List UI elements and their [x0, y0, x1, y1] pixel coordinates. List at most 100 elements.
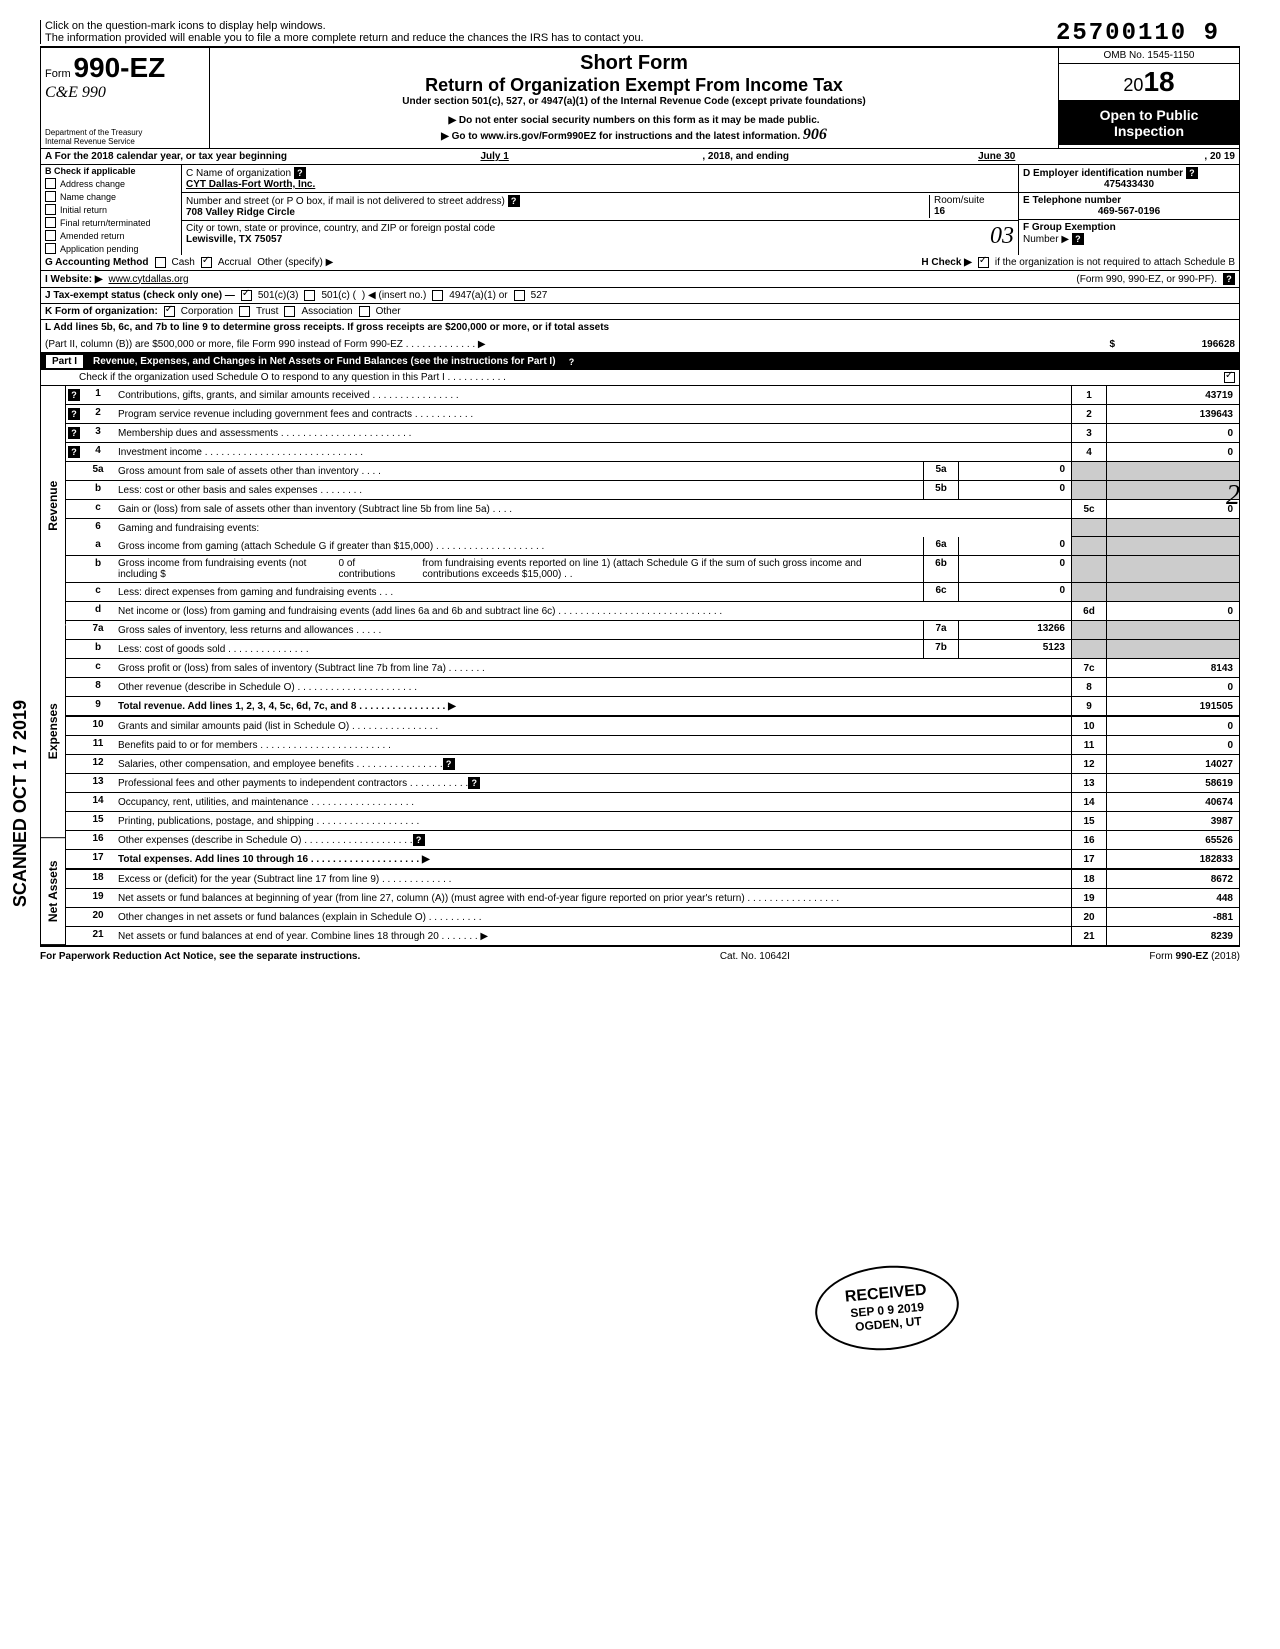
footer-left: For Paperwork Reduction Act Notice, see …: [40, 951, 360, 962]
checkbox-assoc[interactable]: [284, 306, 295, 317]
val-1: 43719: [1106, 386, 1239, 404]
line-g-h: G Accounting Method Cash Accrual Other (…: [40, 255, 1240, 271]
val-5b: 0: [959, 481, 1071, 499]
period-end: June 30: [789, 151, 1204, 162]
b-name-change: Name change: [41, 190, 181, 203]
line-20: 20Other changes in net assets or fund ba…: [66, 908, 1239, 927]
help-icon[interactable]: ?: [413, 834, 425, 846]
checkbox-501c[interactable]: [304, 290, 315, 301]
val-7c: 8143: [1106, 659, 1239, 677]
side-revenue: Revenue: [41, 386, 66, 625]
side-netassets: Net Assets: [41, 838, 66, 945]
section-bcd: B Check if applicable Address change Nam…: [40, 165, 1240, 255]
checkbox-527[interactable]: [514, 290, 525, 301]
val-9: 191505: [1106, 697, 1239, 715]
help-icon[interactable]: ?: [468, 777, 480, 789]
checkbox-icon[interactable]: [45, 243, 56, 254]
help-icon[interactable]: ?: [68, 446, 80, 458]
b-header: B Check if applicable: [41, 165, 181, 177]
line-18: 18Excess or (deficit) for the year (Subt…: [66, 870, 1239, 889]
line-9: 9Total revenue. Add lines 1, 2, 3, 4, 5c…: [66, 697, 1239, 717]
help-icon[interactable]: ?: [1223, 273, 1235, 285]
help-icon[interactable]: ?: [1186, 167, 1198, 179]
checkbox-4947[interactable]: [432, 290, 443, 301]
part1-header: Part I Revenue, Expenses, and Changes in…: [40, 353, 1240, 370]
omb-number: OMB No. 1545-1150: [1059, 48, 1239, 64]
line-16: 16Other expenses (describe in Schedule O…: [66, 831, 1239, 850]
val-17: 182833: [1106, 850, 1239, 868]
title-ssn: ▶ Do not enter social security numbers o…: [214, 115, 1054, 126]
col-def: D Employer identification number ? 47543…: [1019, 165, 1239, 255]
d-ein: D Employer identification number ? 47543…: [1019, 165, 1239, 193]
help-icon[interactable]: ?: [566, 356, 578, 368]
val-19: 448: [1106, 889, 1239, 907]
b-amended: Amended return: [41, 229, 181, 242]
checkbox-trust[interactable]: [239, 306, 250, 317]
c-city-row: City or town, state or province, country…: [182, 221, 1018, 252]
title-goto: ▶ Go to www.irs.gov/Form990EZ for instru…: [214, 126, 1054, 144]
line-6: 6Gaming and fundraising events:: [66, 519, 1239, 537]
line-14: 14Occupancy, rent, utilities, and mainte…: [66, 793, 1239, 812]
checkbox-icon[interactable]: [45, 178, 56, 189]
b-address-change: Address change: [41, 177, 181, 190]
checkbox-icon[interactable]: [45, 230, 56, 241]
help-icon[interactable]: ?: [68, 408, 80, 420]
val-6d: 0: [1106, 602, 1239, 620]
col-b: B Check if applicable Address change Nam…: [41, 165, 182, 255]
part1-check: Check if the organization used Schedule …: [40, 370, 1240, 386]
f-group: F Group Exemption Number ▶ ?: [1019, 220, 1239, 247]
checkbox-accrual[interactable]: [201, 257, 212, 268]
col-c: C Name of organization ? CYT Dallas-Fort…: [182, 165, 1019, 255]
checkbox-icon[interactable]: [45, 217, 56, 228]
help-icon[interactable]: ?: [68, 427, 80, 439]
b-final: Final return/terminated: [41, 216, 181, 229]
right-box: OMB No. 1545-1150 20201818 Open to Publi…: [1059, 48, 1239, 148]
form-header: Form 990-EZ C&E 990 Department of the Tr…: [40, 46, 1240, 149]
e-phone: E Telephone number 469-567-0196: [1019, 193, 1239, 220]
row-a: A For the 2018 calendar year, or tax yea…: [40, 149, 1240, 165]
checkbox-corp[interactable]: [164, 306, 175, 317]
title-under: Under section 501(c), 527, or 4947(a)(1)…: [214, 96, 1054, 107]
street: 708 Valley Ridge Circle: [186, 207, 295, 218]
line-8: 8Other revenue (describe in Schedule O) …: [66, 678, 1239, 697]
checkbox-schedule-o[interactable]: [1224, 372, 1235, 383]
checkbox-501c3[interactable]: [241, 290, 252, 301]
line-10: 10Grants and similar amounts paid (list …: [66, 717, 1239, 736]
c-name-row: C Name of organization ? CYT Dallas-Fort…: [182, 165, 1018, 193]
help-icon[interactable]: ?: [1072, 233, 1084, 245]
val-7b: 5123: [959, 640, 1071, 658]
checkbox-h[interactable]: [978, 257, 989, 268]
period-begin: July 1: [287, 151, 702, 162]
form-prefix: Form: [45, 68, 71, 80]
line-6b: b Gross income from fundraising events (…: [66, 556, 1239, 583]
b-pending: Application pending: [41, 242, 181, 255]
help-icon[interactable]: ?: [68, 389, 80, 401]
dln-number: 25700110 9: [1056, 20, 1220, 47]
help-icon[interactable]: ?: [508, 195, 520, 207]
val-2: 139643: [1106, 405, 1239, 423]
val-6c: 0: [959, 583, 1071, 601]
help-icon[interactable]: ?: [294, 167, 306, 179]
dept-treasury: Department of the Treasury Internal Reve…: [45, 128, 142, 146]
line-i: I Website: ▶ www.cytdallas.org (Form 990…: [40, 271, 1240, 288]
val-7a: 13266: [959, 621, 1071, 639]
line-2: ? 2Program service revenue including gov…: [66, 405, 1239, 424]
footer-mid: Cat. No. 10642I: [720, 951, 790, 962]
line-l: L Add lines 5b, 6c, and 7b to line 9 to …: [40, 320, 1240, 353]
line-7a: 7aGross sales of inventory, less returns…: [66, 621, 1239, 640]
val-6a: 0: [959, 537, 1071, 555]
help-icon[interactable]: ?: [443, 758, 455, 770]
handwriting-03: 03: [990, 223, 1014, 250]
checkbox-icon[interactable]: [45, 191, 56, 202]
line-7c: cGross profit or (loss) from sales of in…: [66, 659, 1239, 678]
title-main: Return of Organization Exempt From Incom…: [214, 75, 1054, 96]
val-5a: 0: [959, 462, 1071, 480]
val-15: 3987: [1106, 812, 1239, 830]
checkbox-other[interactable]: [359, 306, 370, 317]
checkbox-cash[interactable]: [155, 257, 166, 268]
val-18: 8672: [1106, 870, 1239, 888]
line-6d: dNet income or (loss) from gaming and fu…: [66, 602, 1239, 621]
val-21: 8239: [1106, 927, 1239, 945]
checkbox-icon[interactable]: [45, 204, 56, 215]
title-short: Short Form: [214, 52, 1054, 75]
